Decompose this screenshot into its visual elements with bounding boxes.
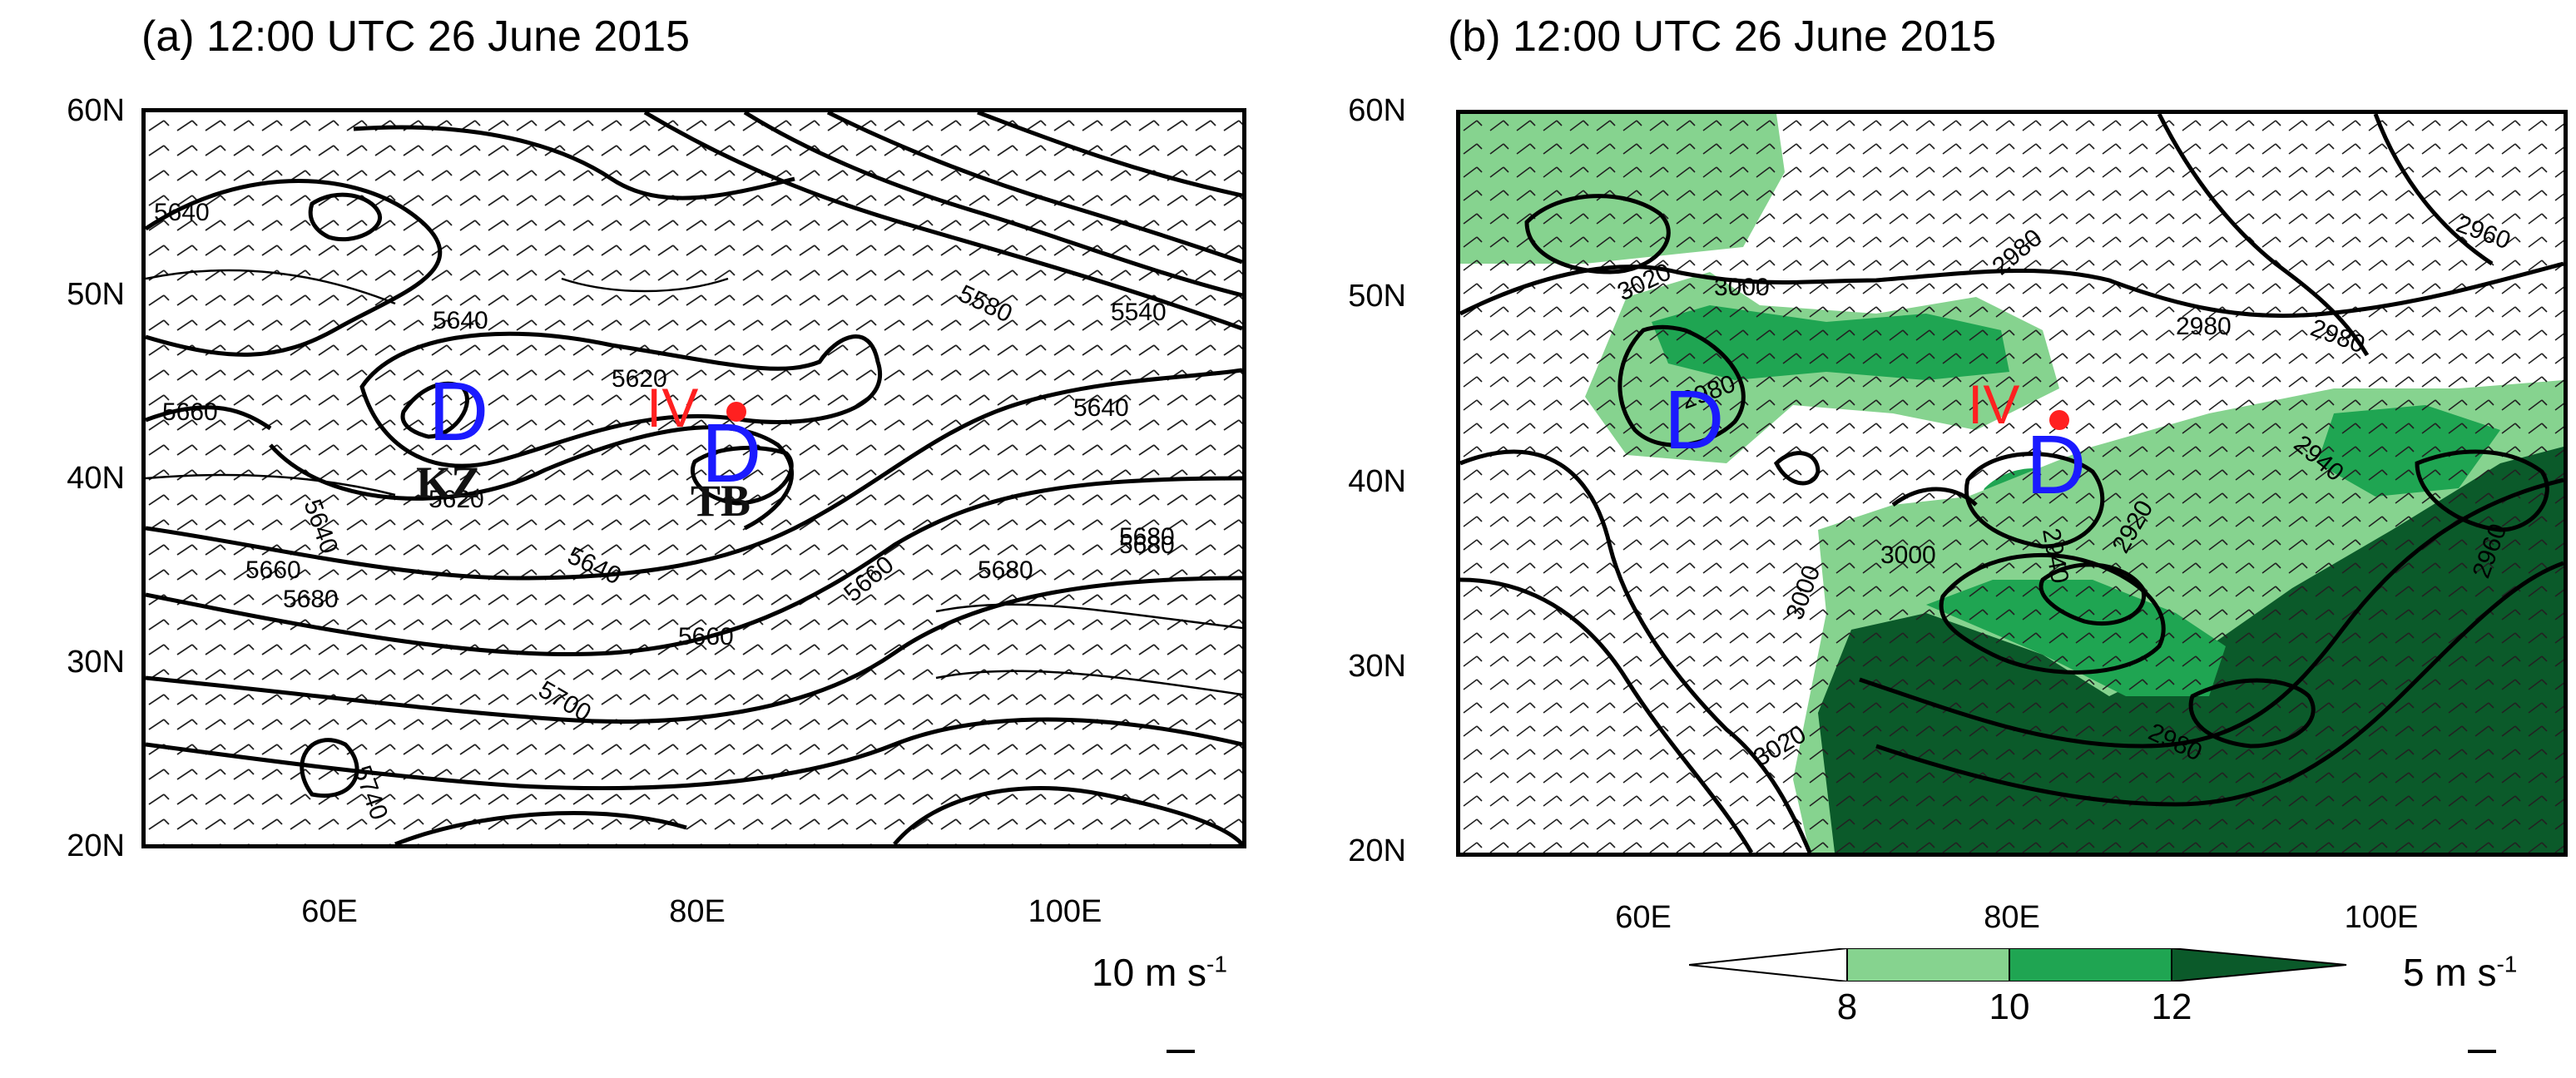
panel-b-title: (b) 12:00 UTC 26 June 2015	[1448, 12, 1997, 61]
colorbar-segment-lowest	[1689, 948, 1848, 982]
colorbar-label-8: 8	[1836, 987, 1858, 1027]
panel-b-lon-100e: 100E	[2344, 900, 2419, 935]
panel-b-contour-label: 2980	[2176, 313, 2232, 340]
panel-a-contour-label: 5620	[429, 486, 484, 513]
colorbar-segment-highest	[2171, 948, 2347, 982]
panel-b-reference-vector-value: 5 m s	[2403, 951, 2497, 994]
panel-a-lat-40n: 40N	[67, 461, 125, 496]
colorbar-label-12: 12	[2151, 987, 2192, 1027]
panel-a-contour-label: 5640	[433, 307, 488, 334]
panel-a-kz-label: KZ	[416, 457, 482, 507]
panel-a-title: (a) 12:00 UTC 26 June 2015	[141, 12, 691, 61]
colorbar-segment-10-12	[2009, 948, 2172, 982]
panel-a-iv-dot	[726, 402, 746, 422]
panel-a-lat-30n: 30N	[67, 645, 125, 680]
panel-a-lat-20n: 20N	[67, 828, 125, 863]
panel-b-lon-60e: 60E	[1615, 900, 1672, 935]
panel-a-contour-label: 5680	[978, 556, 1033, 584]
panel-a-contour-label: 5680	[1119, 523, 1175, 551]
panel-b-reference-vector-exponent: -1	[2496, 951, 2518, 977]
panel-a-reference-vector-value: 10 m s	[1092, 951, 1207, 994]
panel-b-lat-20n: 20N	[1348, 833, 1406, 868]
panel-a-tb-label: TB	[691, 476, 751, 526]
panel-b-low-center-right: D	[2026, 418, 2087, 512]
panel-a-contour-label: 5660	[678, 623, 734, 650]
panel-b-iv-dot	[2049, 410, 2069, 430]
panel-b-map-graphics: 3020 3000 2980 2980 2980 2980 2960 2940 …	[1460, 114, 2564, 853]
panel-b-low-center-left: D	[1664, 373, 1725, 467]
colorbar-label-10: 10	[1989, 987, 2030, 1027]
panel-b-colorbar	[1689, 948, 2347, 982]
panel-a-reference-vector-exponent: -1	[1206, 951, 1227, 977]
panel-a-lon-100e: 100E	[1028, 894, 1102, 929]
panel-b-map: 3020 3000 2980 2980 2980 2980 2960 2940 …	[1456, 110, 2568, 857]
panel-b-iv-label: IV	[1968, 373, 2020, 435]
panel-a-contour-label: 5660	[162, 398, 218, 426]
panel-a-contour-label: 5680	[283, 586, 339, 613]
panel-a-contour-label: 5620	[612, 365, 667, 393]
panel-a-lon-60e: 60E	[301, 894, 358, 929]
panel-a-iv-label: IV	[646, 377, 699, 438]
panel-b-lat-40n: 40N	[1348, 464, 1406, 499]
panel-b-lon-80e: 80E	[1984, 900, 2040, 935]
panel-a-thin-contours	[146, 269, 1242, 696]
panel-b-wind-barbs	[1460, 114, 2564, 853]
panel-b-reference-vector: 5 m s-1	[2403, 950, 2517, 995]
panel-a-contour-label: 5680	[1119, 532, 1175, 559]
panel-a-contour-label: 5540	[1111, 299, 1167, 326]
panel-a-map-graphics: 5640 5640 5660 5640 5620 5640 5660 5680 …	[146, 112, 1242, 844]
panel-b-lat-30n: 30N	[1348, 649, 1406, 684]
panel-b-contour-label: 3000	[1714, 274, 1770, 301]
panel-b-contours	[1460, 114, 2564, 853]
panel-a-map: 5640 5640 5660 5640 5620 5640 5660 5680 …	[141, 108, 1246, 848]
panel-a-contour-label: 5640	[1073, 394, 1129, 422]
panel-a-reference-arrow	[1167, 1050, 1195, 1053]
panel-b-lat-60n: 60N	[1348, 93, 1406, 128]
panel-a-contour-label: 5640	[154, 199, 210, 226]
panel-a-lon-80e: 80E	[669, 894, 726, 929]
panel-a-low-center-left: D	[429, 365, 489, 458]
panel-a-contours	[146, 112, 1242, 844]
colorbar-segment-8-10	[1846, 948, 2010, 982]
panel-a-reference-vector: 10 m s-1	[1092, 950, 1227, 995]
panel-b-lat-50n: 50N	[1348, 279, 1406, 314]
panel-b-contour-label: 3000	[1880, 541, 1936, 569]
panel-a-lat-50n: 50N	[67, 277, 125, 312]
panel-a-contour-label: 5660	[245, 556, 301, 584]
panel-b-reference-arrow	[2468, 1050, 2496, 1053]
panel-a-lat-60n: 60N	[67, 93, 125, 128]
panel-a-low-center-right: D	[701, 407, 762, 500]
